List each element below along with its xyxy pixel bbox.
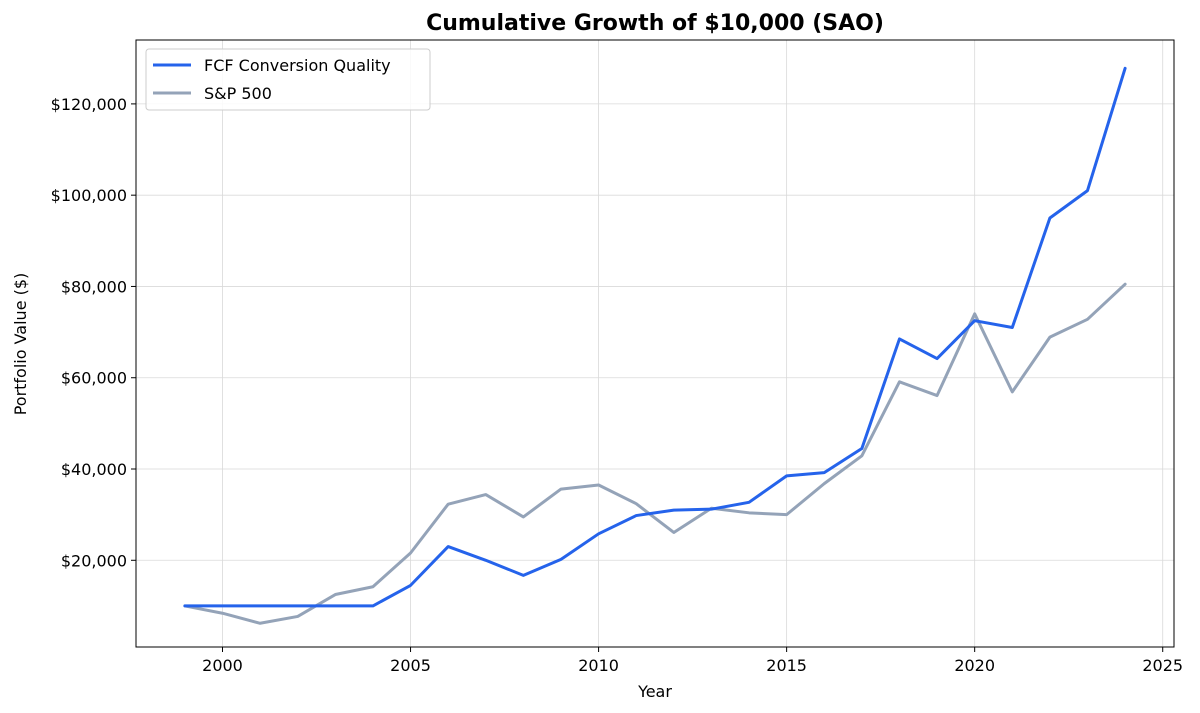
legend-label-fcf: FCF Conversion Quality [204, 56, 391, 75]
x-tick-label: 2025 [1142, 656, 1183, 675]
y-tick-label: $60,000 [61, 369, 127, 388]
series-line-fcf [183, 66, 1127, 608]
grid [136, 40, 1174, 647]
legend-label-sp500: S&P 500 [204, 84, 272, 103]
plot-frame [135, 39, 1175, 648]
legend-box [145, 48, 431, 111]
y-tick-label: $120,000 [51, 95, 127, 114]
x-tick-label: 2005 [390, 656, 431, 675]
y-tick-label: $20,000 [61, 551, 127, 570]
x-tick-label: 2015 [766, 656, 807, 675]
legend: FCF Conversion Quality S&P 500 [145, 48, 431, 111]
x-tick-label: 2010 [578, 656, 619, 675]
y-tick-label: $100,000 [51, 186, 127, 205]
series-line-sp500 [183, 282, 1127, 625]
y-axis: $20,000 $40,000 $60,000 $80,000 $100,000 $120… [51, 95, 136, 570]
x-tick-label: 2020 [954, 656, 995, 675]
x-tick-label: 2000 [202, 656, 243, 675]
chart-title: Cumulative Growth of $10,000 (SAO) [426, 11, 884, 36]
x-axis: 2000 2005 2010 2015 2020 2025 [202, 647, 1183, 675]
y-tick-label: $40,000 [61, 460, 127, 479]
x-axis-label: Year [637, 682, 672, 701]
series-lines [183, 66, 1127, 625]
y-tick-label: $80,000 [61, 277, 127, 296]
y-axis-label: Portfolio Value ($) [11, 273, 30, 416]
